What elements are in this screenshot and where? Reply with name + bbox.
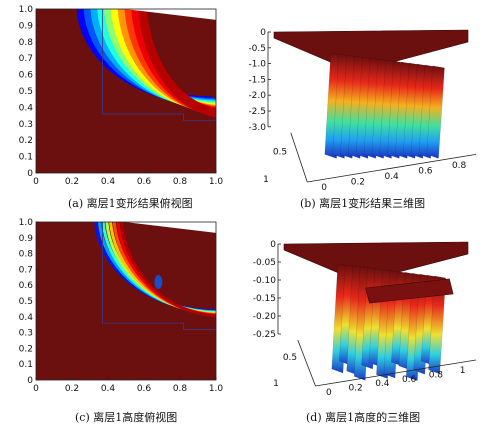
x-tick-label: 0.2 xyxy=(65,384,79,394)
x-tick-label: 0.2 xyxy=(348,384,362,394)
z-tick-label: -0.25 xyxy=(253,330,276,340)
contour-band xyxy=(120,222,216,318)
panel-c: 0 0.2 0.4 0.6 0.8 1.0 0 0.1 0.2 0.3 0.4 0.5 0.6 0.7 0.… xyxy=(19,218,224,394)
hot-spot xyxy=(154,275,163,290)
x-tick-label: 0.8 xyxy=(452,161,467,171)
upper-plane xyxy=(273,29,469,73)
x-tick-label: 0.6 xyxy=(137,177,152,187)
x-tick-label: 1 xyxy=(460,366,466,376)
y-tick-label: 0.8 xyxy=(19,38,34,48)
y-tick-label: 0.5 xyxy=(19,297,33,307)
y-tick-label: 1 xyxy=(273,379,279,389)
caption-d: (d) 离层1高度的三维图 xyxy=(306,411,421,424)
z-tick-label: -3.0 xyxy=(248,123,266,133)
x-axis xyxy=(315,359,477,387)
y-tick-label: 0.9 xyxy=(19,21,34,31)
caption-a: (a) 离层1变形结果俯视图 xyxy=(68,197,193,210)
z-tick-label: 0 xyxy=(270,240,276,250)
x-tick-label: 0.8 xyxy=(173,177,188,187)
plot-area xyxy=(36,9,216,173)
z-tick-label: -2.0 xyxy=(248,91,266,101)
y-tick-label: 0.9 xyxy=(19,234,34,244)
x-tick-label: 0 xyxy=(33,384,39,394)
x-tick-label: 0.4 xyxy=(384,172,399,182)
z-tick-label: -2.5 xyxy=(248,107,266,117)
y-tick-label: 0.1 xyxy=(19,153,33,163)
z-tick-label: -0.15 xyxy=(253,294,276,304)
x-tick-label: 0.8 xyxy=(429,371,444,381)
y-tick-label: 0.5 xyxy=(283,353,297,363)
panel-a: 0 0.2 0.4 0.6 0.8 1.0 0 0.1 0.2 0.3 0.4 0.5 0.6 0.7 0.… xyxy=(19,5,224,187)
x-axis xyxy=(307,154,477,183)
y-tick-label: 0.8 xyxy=(19,250,34,260)
y-tick-label: 0.2 xyxy=(19,136,33,146)
x-tick-label: 0.2 xyxy=(351,178,365,188)
caption-c: (c) 离层1高度俯视图 xyxy=(75,411,178,424)
x-tick-label: 0 xyxy=(326,388,332,398)
x-tick-label: 0.6 xyxy=(418,167,433,177)
y-tick-label: 0.7 xyxy=(19,265,33,275)
surface-strip xyxy=(428,275,446,375)
z-tick-label: 0 xyxy=(260,28,266,38)
y-tick-label: 1.0 xyxy=(19,5,34,15)
panel-b: 0 -0.5 -1.0 -1.5 -2.0 -2.5 -3.0 0 0.2 0.4 0.6 0.8 1 0… xyxy=(248,28,477,193)
y-tick-label: 0.1 xyxy=(19,360,33,370)
plot-area xyxy=(36,222,216,380)
x-tick-label: 0.6 xyxy=(137,384,152,394)
y-tick-label: 1.0 xyxy=(19,218,34,228)
z-tick-label: -0.10 xyxy=(253,276,277,286)
surface-strip xyxy=(426,65,445,159)
z-tick-label: -0.05 xyxy=(253,258,276,268)
contour-band xyxy=(138,9,216,118)
x-tick-label: 0 xyxy=(321,183,327,193)
z-tick-label: -1.5 xyxy=(248,75,266,85)
z-tick-label: -0.20 xyxy=(253,312,277,322)
panel-d: 0 -0.05 -0.10 -0.15 -0.20 -0.25 0 0.2 0.4 0.6 0.8 1… xyxy=(253,240,477,398)
x-tick-label: 1.0 xyxy=(209,384,224,394)
y-tick-label: 1 xyxy=(263,175,269,185)
y-tick-label: 0.4 xyxy=(19,313,34,323)
boundary-line xyxy=(102,9,216,121)
y-tick-label: 0.2 xyxy=(19,344,33,354)
z-tick-label: -0.5 xyxy=(248,44,266,54)
y-tick-label: 0.7 xyxy=(19,54,33,64)
x-tick-label: 0.4 xyxy=(375,379,390,389)
x-tick-label: 0.4 xyxy=(101,177,116,187)
y-tick-label: 0 xyxy=(27,376,33,386)
caption-b: (b) 离层1变形结果三维图 xyxy=(300,197,426,210)
x-tick-label: 0.6 xyxy=(402,375,417,385)
x-tick-label: 0.4 xyxy=(101,384,116,394)
x-tick-label: 0.8 xyxy=(173,384,188,394)
x-tick-label: 0.2 xyxy=(65,177,79,187)
y-tick-label: 0.6 xyxy=(19,71,34,81)
y-axis xyxy=(290,132,308,183)
boundary-line xyxy=(102,222,216,330)
y-tick-label: 0.3 xyxy=(19,329,33,339)
y-tick-label: 0.4 xyxy=(19,103,34,113)
y-axis xyxy=(297,339,316,387)
x-tick-label: 1.0 xyxy=(209,177,224,187)
upper-plane xyxy=(283,241,469,283)
x-tick-label: 0 xyxy=(33,177,39,187)
lower-plane xyxy=(365,278,454,304)
z-tick-label: -1.0 xyxy=(248,60,266,70)
corner-cut xyxy=(117,8,217,20)
y-tick-label: 0.6 xyxy=(19,281,34,291)
y-tick-label: 0 xyxy=(27,169,33,179)
y-tick-label: 0.5 xyxy=(19,87,33,97)
y-tick-label: 0.3 xyxy=(19,120,33,130)
corner-cut xyxy=(117,221,217,233)
y-tick-label: 0.5 xyxy=(273,147,287,157)
